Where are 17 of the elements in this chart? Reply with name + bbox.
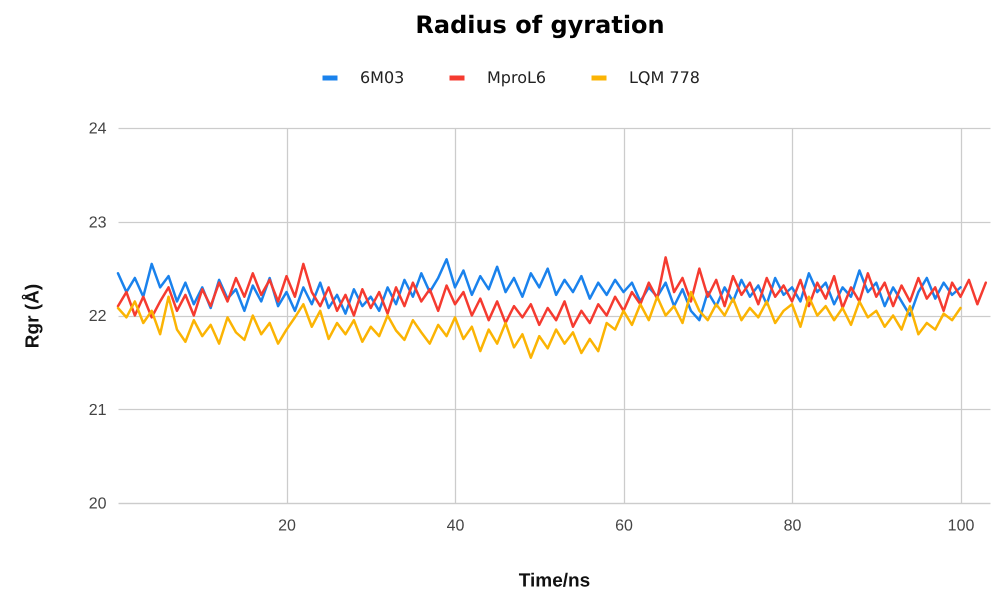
x-tick-label: 40 — [446, 518, 465, 534]
x-tick-label: 60 — [615, 518, 634, 534]
legend-label: 6M03 — [360, 68, 404, 87]
chart-title: Radius of gyration — [415, 11, 665, 39]
legend-label: LQM 778 — [629, 68, 700, 87]
legend-label: MproL6 — [487, 68, 546, 87]
x-tick-label: 20 — [278, 518, 296, 534]
x-tick-label: 100 — [948, 518, 974, 534]
y-tick-label: 23 — [88, 214, 107, 232]
y-tick-label: 24 — [88, 120, 107, 138]
x-tick-label: 80 — [784, 518, 802, 534]
line-series — [116, 290, 962, 359]
y-axis-title: Rgr (Å) — [22, 284, 44, 348]
y-tick-label: 20 — [88, 496, 107, 512]
y-tick-label: 21 — [88, 402, 107, 419]
x-axis-title: Time/ns — [518, 570, 590, 592]
y-tick-label: 22 — [88, 308, 107, 325]
